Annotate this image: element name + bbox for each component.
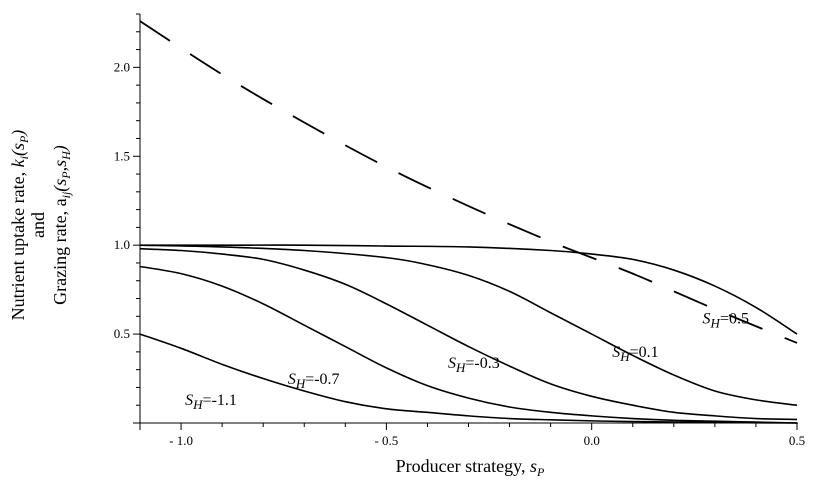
y-line1-fn: k [8, 158, 28, 167]
curve-label-5: SH=-1.1 [185, 392, 237, 412]
y-tick-label: 0.5 [114, 326, 130, 341]
y-axis-title-line3: Grazing rate, aij(sP,sH) [50, 145, 73, 305]
y-line1-fn-sub: i [17, 156, 31, 159]
series-line-2 [139, 244, 798, 407]
y-line3-text: Grazing rate, a [50, 198, 70, 304]
y-line3-args-sub2: H [59, 150, 73, 161]
y-line3-args-sub1: P [59, 171, 73, 180]
y-line1-text: Nutrient uptake rate, [8, 167, 28, 320]
labels-layer: SH=0.5 SH=0.1 SH=-0.3 SH=-0.7 SH=-1.1 [185, 310, 749, 412]
x-tick-label: 0.0 [584, 433, 600, 448]
series-layer [139, 20, 798, 424]
series-line-5 [139, 333, 798, 424]
series-line-0 [139, 20, 798, 344]
curve-label-2: SH=0.1 [612, 344, 658, 364]
y-axis-title-line1: Nutrient uptake rate, ki(sP) [8, 130, 31, 321]
curve-label-4: SH=-0.7 [288, 371, 340, 391]
x-axis-title-sub: P [536, 465, 545, 479]
y-line1-args-sub: P [17, 135, 31, 144]
y-line3-args: (s [50, 179, 71, 192]
y-line1-close: ) [8, 130, 29, 137]
y-line3-close: ) [50, 145, 71, 152]
series-line-3 [139, 247, 798, 421]
x-axis-title: Producer strategy, sP [396, 456, 545, 479]
x-tick-label: - 0.5 [374, 433, 398, 448]
curve-label-1: SH=0.5 [703, 310, 749, 330]
series-line-1 [140, 244, 798, 335]
x-tick-label: 0.5 [789, 433, 805, 448]
y-axis-title: Nutrient uptake rate, ki(sP) and Grazing… [8, 130, 73, 321]
y-line1-args: (s [8, 143, 29, 156]
y-line3-mid: ,s [50, 160, 70, 172]
y-line3-fn-sub: ij [59, 191, 73, 198]
series-line-4 [139, 265, 798, 424]
y-tick-label: 2.0 [114, 59, 130, 74]
y-tick-label: 1.0 [114, 237, 130, 252]
y-axis-title-line2: and [28, 212, 48, 238]
x-axis-title-text: Producer strategy, [396, 456, 530, 476]
ticks: - 1.0 - 0.5 0.0 0.5 0.5 1.0 1.5 2.0 [114, 13, 805, 448]
y-tick-label: 1.5 [114, 148, 130, 163]
x-tick-label: - 1.0 [169, 433, 193, 448]
x-axis-title-var: s [530, 456, 537, 476]
curve-label-3: SH=-0.3 [448, 355, 500, 375]
